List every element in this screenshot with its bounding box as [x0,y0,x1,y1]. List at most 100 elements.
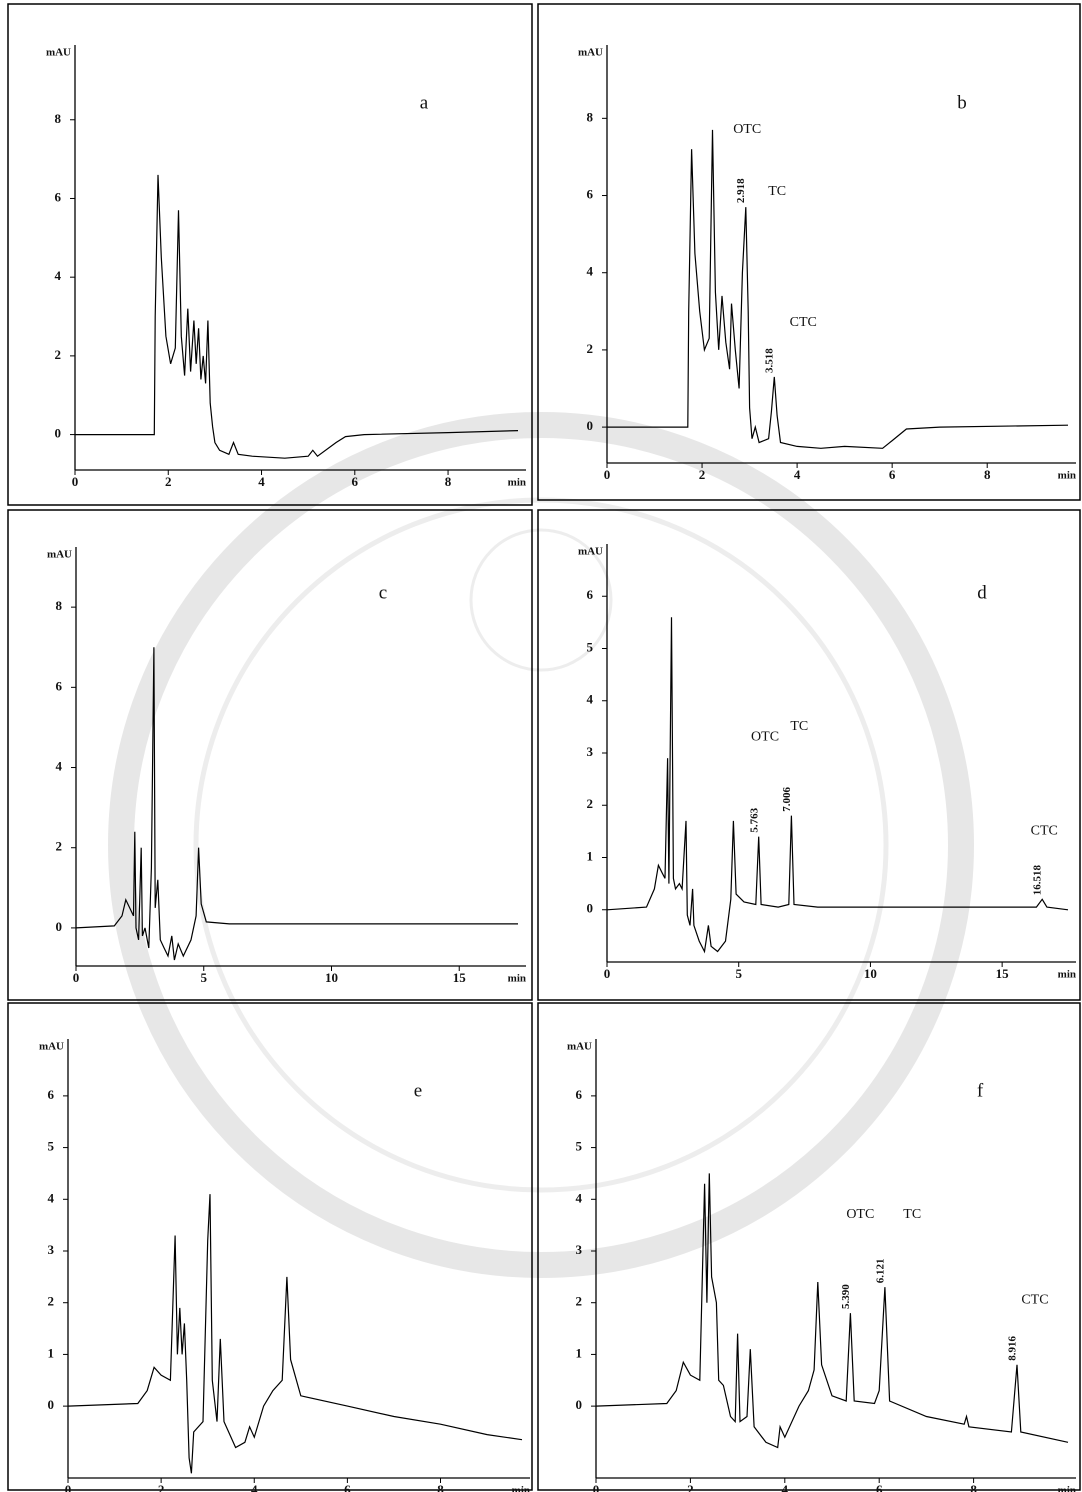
x-tick-label: 6 [352,474,359,489]
x-tick-label: 0 [604,467,611,482]
x-tick-label: 4 [794,467,801,482]
y-tick-label: 5 [48,1139,55,1154]
y-axis-label: mAU [567,1041,592,1053]
retention-time-label: 6.121 [874,1258,886,1283]
chromatogram-trace [68,1194,522,1473]
x-tick-label: 8 [437,1482,444,1492]
y-tick-label: 6 [587,587,594,602]
y-tick-label: 2 [587,796,594,811]
y-tick-label: 2 [48,1294,55,1309]
x-tick-label: 2 [699,467,706,482]
y-tick-label: 8 [55,111,62,126]
watermark [121,425,961,1265]
peak-annotation: OTC [751,730,779,745]
x-tick-label: 8 [445,474,452,489]
x-tick-label: 2 [687,1482,694,1492]
x-tick-label: 4 [251,1482,258,1492]
y-tick-label: 6 [56,678,63,693]
y-axis-label: mAU [46,47,71,59]
x-tick-label: 2 [158,1482,165,1492]
y-tick-label: 0 [55,426,62,441]
x-tick-label: 15 [453,970,467,985]
y-tick-label: 0 [48,1397,55,1412]
peak-annotation: CTC [1021,1292,1048,1307]
panel-letter: d [977,582,987,603]
chromatogram-trace [75,175,518,458]
x-tick-label: 10 [864,966,877,981]
x-tick-label: 4 [258,474,265,489]
y-tick-label: 6 [48,1087,55,1102]
retention-time-label: 3.518 [764,348,776,373]
peak-annotation: CTC [790,315,817,330]
x-tick-label: 8 [970,1482,977,1492]
x-tick-label: 0 [65,1482,72,1492]
panel-letter: a [420,92,429,113]
y-tick-label: 6 [55,189,62,204]
y-tick-label: 1 [587,848,594,863]
x-tick-label: 6 [344,1482,351,1492]
x-tick-label: 8 [984,467,991,482]
x-tick-label: 5 [200,970,207,985]
y-axis-label: mAU [578,47,603,59]
x-tick-label: 10 [325,970,338,985]
panel-letter: f [977,1080,984,1101]
figure: mAU min a 0 2 4 6 8 0 2 4 6 8 mAU min b 0 2 4 6 8 0 2 4 6 8 OTC TC C… [0,0,1082,1492]
peak-annotation: CTC [1031,824,1058,839]
y-tick-label: 5 [576,1139,583,1154]
retention-time-label: 7.006 [781,786,793,811]
x-tick-label: 0 [72,474,79,489]
y-tick-label: 6 [587,187,594,202]
panel-frame [8,510,532,1000]
x-axis-label: min [512,1485,530,1492]
y-tick-label: 8 [56,598,63,613]
y-tick-label: 1 [576,1345,583,1360]
y-tick-label: 1 [48,1345,55,1360]
x-tick-label: 4 [782,1482,789,1492]
y-tick-label: 2 [576,1294,583,1309]
retention-time-label: 5.390 [840,1284,852,1309]
y-tick-label: 2 [587,341,594,356]
x-axis-label: min [1058,1485,1076,1492]
peak-annotation: TC [790,719,808,734]
y-tick-label: 4 [576,1190,583,1205]
retention-time-label: 8.916 [1006,1336,1018,1361]
chromatogram-trace [596,1173,1068,1447]
x-axis-label: min [1058,969,1076,981]
y-tick-label: 5 [587,639,594,654]
y-axis-label: mAU [39,1041,64,1053]
x-tick-label: 0 [604,966,611,981]
x-tick-label: 5 [735,966,742,981]
x-tick-label: 6 [876,1482,883,1492]
panel-letter: b [957,92,967,113]
y-tick-label: 3 [48,1242,55,1257]
retention-time-label: 5.763 [748,807,760,832]
x-axis-label: min [508,973,526,985]
peak-annotation: TC [768,184,786,199]
panel-frame [538,510,1080,1000]
y-tick-label: 4 [587,692,594,707]
y-tick-label: 4 [55,268,62,283]
peak-annotation: OTC [846,1207,874,1222]
x-tick-label: 2 [165,474,172,489]
y-tick-label: 8 [587,109,594,124]
y-tick-label: 0 [56,919,63,934]
y-tick-label: 3 [587,744,594,759]
y-tick-label: 0 [576,1397,583,1412]
y-axis-label: mAU [578,546,603,558]
retention-time-label: 2.918 [735,178,747,203]
y-axis-label: mAU [47,549,72,561]
y-tick-label: 2 [56,839,63,854]
x-tick-label: 0 [73,970,80,985]
peak-annotation: OTC [733,122,761,137]
peak-annotation: TC [903,1207,921,1222]
y-tick-label: 0 [587,901,594,916]
panel-letter: c [379,582,387,603]
x-tick-label: 0 [593,1482,600,1492]
x-tick-label: 15 [996,966,1010,981]
y-tick-label: 6 [576,1087,583,1102]
y-tick-label: 3 [576,1242,583,1257]
chromatogram-trace [607,130,1068,448]
x-axis-label: min [508,477,526,489]
